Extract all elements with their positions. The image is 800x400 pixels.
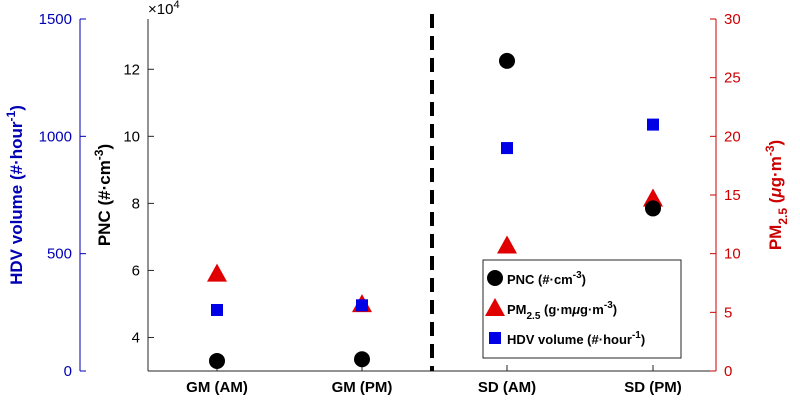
data-markers [207,52,663,369]
legend-label: HDV volume (#·hour-1) [507,330,645,347]
circle-point [209,352,225,369]
circle-point [354,351,370,368]
pnc-multiplier: ×104 [148,0,180,18]
pm25-tick-label: 0 [724,363,732,380]
square-point [211,303,223,316]
category-axis: GM (AM) GM (PM) SD (AM) SD (PM) [186,365,682,396]
square-point [356,299,368,312]
legend: PNC (#·cm-3) PM2.5 (g·mμg·m-3) HDV volume … [482,259,682,359]
hdv-volume-axis: 0 500 1000 1500 HDV volume (#·hour-1) [4,11,86,380]
pm25-axis-title: PM2.5 (μg·m-3) [763,140,790,250]
x-tick-label: SD (PM) [624,379,682,396]
pm25-tick-label: 30 [724,11,741,28]
x-tick-label: SD (AM) [478,379,536,396]
hdv-tick-label: 500 [47,246,72,263]
legend-label: PNC (#·cm-3) [507,270,586,287]
pm25-tick-label: 25 [724,70,741,87]
pm25-tick-label: 10 [724,246,741,263]
legend-box [482,259,682,359]
circle-point [499,52,515,69]
pnc-tick-label: 12 [123,61,140,78]
pnc-axis: 4 6 8 10 12 ×104 PNC (#·cm-3) [92,0,180,346]
pm25-tick-label: 15 [724,187,741,204]
circle-point [645,200,661,217]
triangle-point [207,263,227,282]
square-point [647,118,659,131]
hdv-tick-label: 1000 [39,128,72,145]
hdv-tick-label: 0 [64,363,72,380]
pnc-tick-label: 4 [132,329,140,346]
pm25-tick-label: 20 [724,128,741,145]
triangle-point [643,188,663,207]
pnc-tick-label: 10 [123,128,140,145]
legend-triangle-marker [485,298,505,316]
pm25-tick-label: 5 [724,304,732,321]
square-point [501,142,513,155]
pnc-axis-title: PNC (#·cm-3) [92,144,114,246]
hdv-axis-title: HDV volume (#·hour-1) [4,105,26,285]
pnc-tick-label: 6 [132,262,140,279]
legend-square-marker [489,332,501,344]
x-tick-label: GM (PM) [332,379,393,396]
triangle-point [497,235,517,254]
legend-circle-marker [487,270,503,286]
pm25-axis: 0 5 10 15 20 25 30 PM2.5 (μg·m-3) [710,11,790,380]
hdv-tick-label: 1500 [39,11,72,28]
pnc-tick-label: 8 [132,195,140,212]
legend-label: PM2.5 (g·mμg·m-3) [507,300,617,322]
x-tick-label: GM (AM) [186,379,248,396]
